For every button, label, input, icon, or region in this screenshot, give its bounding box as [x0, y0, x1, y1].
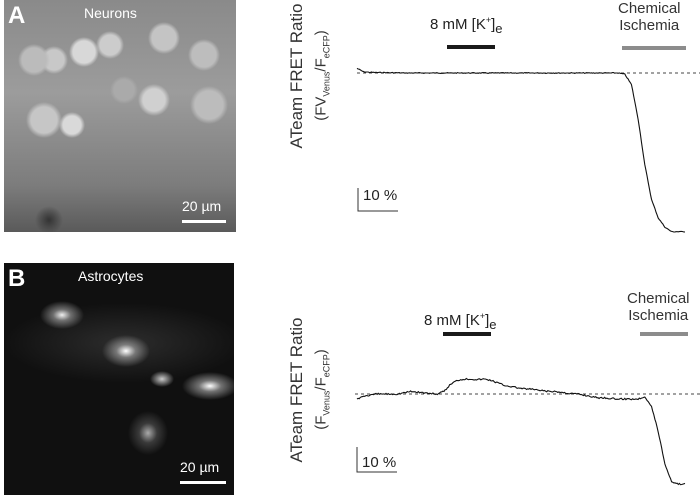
fret-trace-line	[356, 377, 686, 486]
image-scale-bar	[182, 220, 226, 223]
label-part: ]	[485, 312, 490, 329]
image-scale-bar-label: 20 µm	[180, 459, 220, 475]
label-line: Chemical	[627, 290, 690, 307]
y-scale-bar-label: 10 %	[362, 454, 397, 471]
label-sup: +	[479, 311, 486, 321]
label-sup: +	[485, 15, 492, 25]
image-scale-bar	[180, 481, 226, 484]
image-title-neurons: Neurons	[84, 5, 137, 21]
stimulus-label-k: 8 mM [K+]e	[424, 308, 497, 333]
label-line: Chemical	[618, 0, 681, 17]
astrocytes-micrograph: B Astrocytes 20 µm	[4, 263, 234, 495]
y-scale-bar	[356, 447, 397, 473]
y-scale-bar-label: 10 %	[363, 187, 398, 204]
fret-trace-line	[356, 67, 686, 233]
image-scale-bar-label: 20 µm	[182, 198, 222, 214]
label-part: 8 mM [K	[430, 16, 486, 33]
label-part: 8 mM [K	[424, 312, 480, 329]
label-line: Ischemia	[628, 307, 689, 324]
panel-letter-a: A	[8, 2, 26, 29]
stimulus-label-ischemia: Chemical Ischemia	[618, 0, 681, 34]
neurons-micrograph: A Neurons 20 µm	[4, 0, 236, 232]
panel-letter-b: B	[8, 265, 26, 292]
y-scale-bar	[357, 188, 398, 212]
label-part: ]	[491, 16, 496, 33]
stimulus-label-k: 8 mM [K+]e	[430, 12, 503, 37]
stimulus-label-ischemia: Chemical Ischemia	[627, 290, 690, 324]
image-title-astrocytes: Astrocytes	[78, 268, 144, 284]
label-sub: e	[489, 317, 497, 332]
label-line: Ischemia	[619, 17, 680, 34]
label-sub: e	[495, 21, 503, 36]
